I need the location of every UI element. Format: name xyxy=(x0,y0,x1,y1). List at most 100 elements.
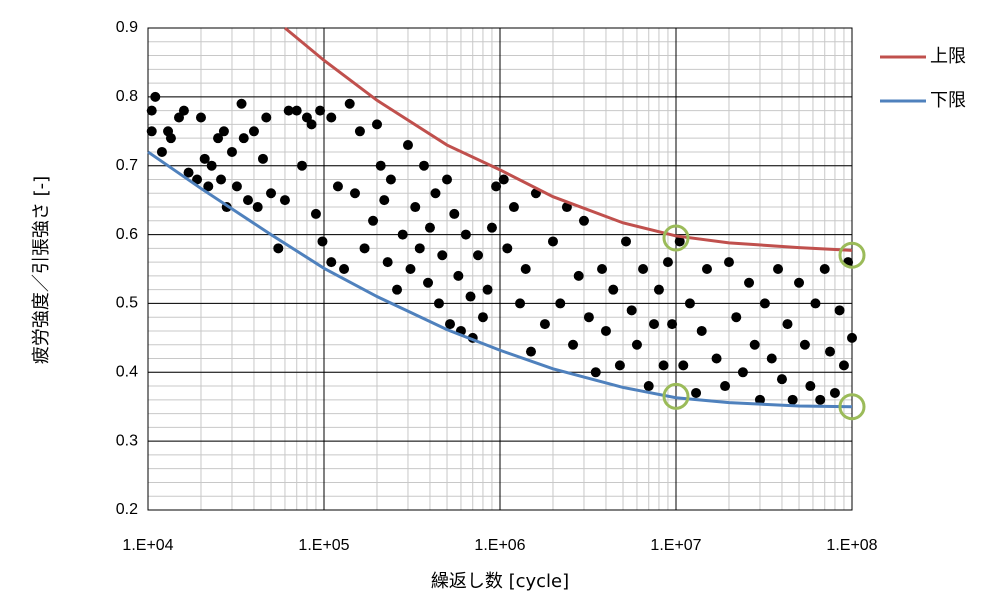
data-point xyxy=(165,133,176,144)
data-point xyxy=(178,105,189,116)
data-point xyxy=(720,381,731,392)
data-point xyxy=(744,277,755,288)
data-point xyxy=(173,112,184,123)
data-point xyxy=(614,360,625,371)
data-point xyxy=(206,160,217,171)
data-point xyxy=(445,319,456,330)
data-point xyxy=(508,202,519,213)
data-point xyxy=(583,312,594,323)
data-point xyxy=(658,360,669,371)
data-point xyxy=(626,305,637,316)
data-point xyxy=(203,181,214,192)
data-point xyxy=(731,312,742,323)
legend-label: 下限 xyxy=(930,90,966,111)
data-point xyxy=(297,160,308,171)
data-point xyxy=(649,319,660,330)
data-point xyxy=(397,229,408,240)
data-point xyxy=(231,181,242,192)
data-point xyxy=(473,250,484,261)
y-tick-label: 0.4 xyxy=(116,364,138,381)
data-point xyxy=(379,195,390,206)
data-point xyxy=(375,160,386,171)
x-tick-label: 1.E+07 xyxy=(650,537,701,554)
y-tick-label: 0.8 xyxy=(116,88,138,105)
data-point xyxy=(419,160,430,171)
data-point xyxy=(491,181,502,192)
x-tick-label: 1.E+06 xyxy=(474,537,525,554)
data-point xyxy=(515,298,526,309)
x-tick-label: 1.E+04 xyxy=(122,537,173,554)
data-point xyxy=(410,202,421,213)
data-point xyxy=(701,264,712,274)
data-point xyxy=(460,229,471,240)
data-point xyxy=(498,174,509,185)
curve xyxy=(147,150,853,409)
data-point xyxy=(631,339,642,350)
data-point xyxy=(150,91,161,102)
x-tick-label: 1.E+08 xyxy=(826,537,877,554)
data-point xyxy=(359,243,370,254)
data-point xyxy=(453,270,464,281)
data-point xyxy=(819,264,830,274)
data-point xyxy=(787,394,798,405)
plot-frame xyxy=(147,27,853,511)
data-point xyxy=(371,119,382,130)
highlight-ring xyxy=(838,393,866,421)
y-tick-label: 0.2 xyxy=(116,501,138,518)
data-point xyxy=(442,174,453,185)
data-point xyxy=(502,243,513,254)
data-point xyxy=(621,236,632,247)
data-point xyxy=(339,264,350,274)
data-point xyxy=(547,236,558,247)
data-point xyxy=(437,250,448,261)
y-tick-label: 0.5 xyxy=(116,295,138,312)
data-point xyxy=(273,243,284,254)
data-point xyxy=(825,346,836,357)
data-point xyxy=(192,174,203,185)
highlight-ring xyxy=(662,224,690,252)
data-point xyxy=(691,387,702,398)
data-point xyxy=(291,105,302,116)
data-point xyxy=(433,298,444,309)
data-point xyxy=(315,105,326,116)
data-point xyxy=(678,360,689,371)
data-point xyxy=(555,298,566,309)
data-point xyxy=(525,346,536,357)
data-point xyxy=(236,98,247,109)
x-tick-label: 1.E+05 xyxy=(298,537,349,554)
data-point xyxy=(477,312,488,323)
data-point xyxy=(405,264,416,274)
legend-label: 上限 xyxy=(930,46,966,67)
data-point xyxy=(261,112,272,123)
data-point xyxy=(766,353,777,364)
data-point xyxy=(423,277,434,288)
data-point xyxy=(465,291,476,302)
data-point xyxy=(759,298,770,309)
data-point xyxy=(799,339,810,350)
data-point xyxy=(667,319,678,330)
data-point xyxy=(520,264,531,274)
y-tick-label: 0.6 xyxy=(116,226,138,243)
data-point xyxy=(257,153,268,164)
data-point xyxy=(216,174,227,185)
data-point xyxy=(643,381,654,392)
data-point xyxy=(385,174,396,185)
data-point xyxy=(146,126,157,137)
data-point xyxy=(711,353,722,364)
data-point xyxy=(590,367,601,378)
data-point xyxy=(354,126,365,137)
data-point xyxy=(392,284,403,295)
data-point xyxy=(749,339,760,350)
data-point xyxy=(486,222,497,233)
data-point xyxy=(306,119,317,130)
data-point xyxy=(810,298,821,309)
data-point xyxy=(326,257,337,268)
data-point xyxy=(539,319,550,330)
data-point xyxy=(597,264,608,274)
data-point xyxy=(723,257,734,268)
data-point xyxy=(349,188,360,199)
data-point xyxy=(195,112,206,123)
data-point xyxy=(213,133,224,144)
curve xyxy=(283,26,853,252)
data-point xyxy=(283,105,294,116)
